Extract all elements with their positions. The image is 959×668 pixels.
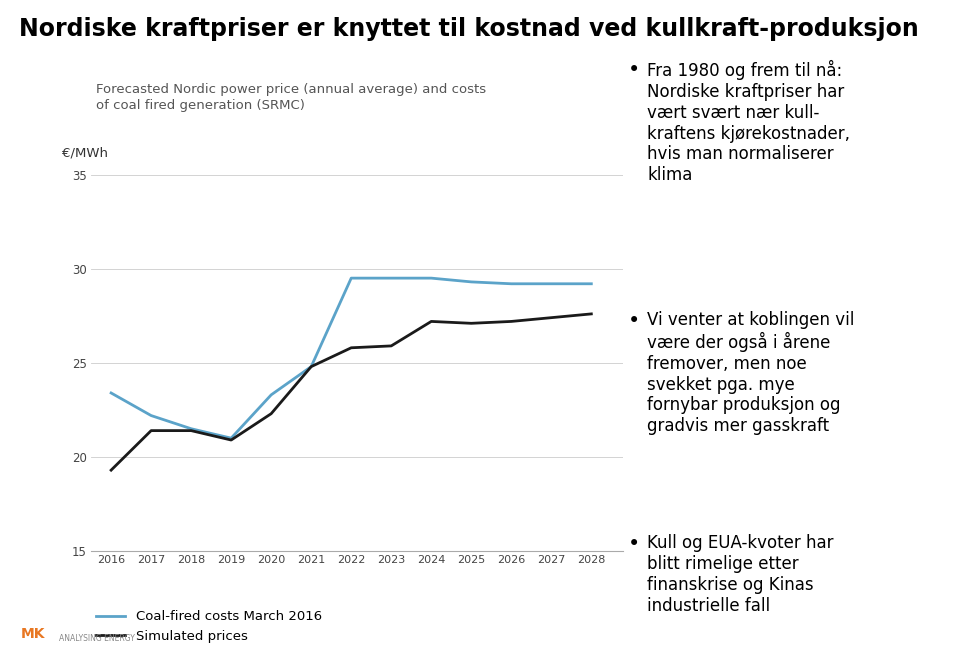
Text: •: • (628, 311, 641, 331)
Text: 2: 2 (925, 635, 935, 650)
Text: MK: MK (21, 627, 46, 641)
Text: Forecasted Nordic power price (annual average) and costs
of coal fired generatio: Forecasted Nordic power price (annual av… (96, 84, 486, 112)
Text: Vi venter at koblingen vil
være der også i årene
fremover, men noe
svekket pga. : Vi venter at koblingen vil være der også… (647, 311, 854, 435)
Text: •: • (628, 534, 641, 554)
Text: •: • (628, 60, 641, 80)
Text: Nordiske kraftpriser er knyttet til kostnad ved kullkraft-produksjon: Nordiske kraftpriser er knyttet til kost… (19, 17, 919, 41)
Text: ANALYSING ENERGY: ANALYSING ENERGY (59, 634, 135, 643)
Text: Fra 1980 og frem til nå:
Nordiske kraftpriser har
vært svært nær kull-
kraftens : Fra 1980 og frem til nå: Nordiske kraftp… (647, 60, 851, 184)
Text: Kull og EUA-kvoter har
blitt rimelige etter
finanskrise og Kinas
industrielle fa: Kull og EUA-kvoter har blitt rimelige et… (647, 534, 833, 615)
Legend: Coal-fired costs March 2016, Simulated prices: Coal-fired costs March 2016, Simulated p… (91, 605, 327, 648)
Text: €/MWh: €/MWh (62, 147, 108, 160)
Text: online: online (21, 651, 51, 661)
